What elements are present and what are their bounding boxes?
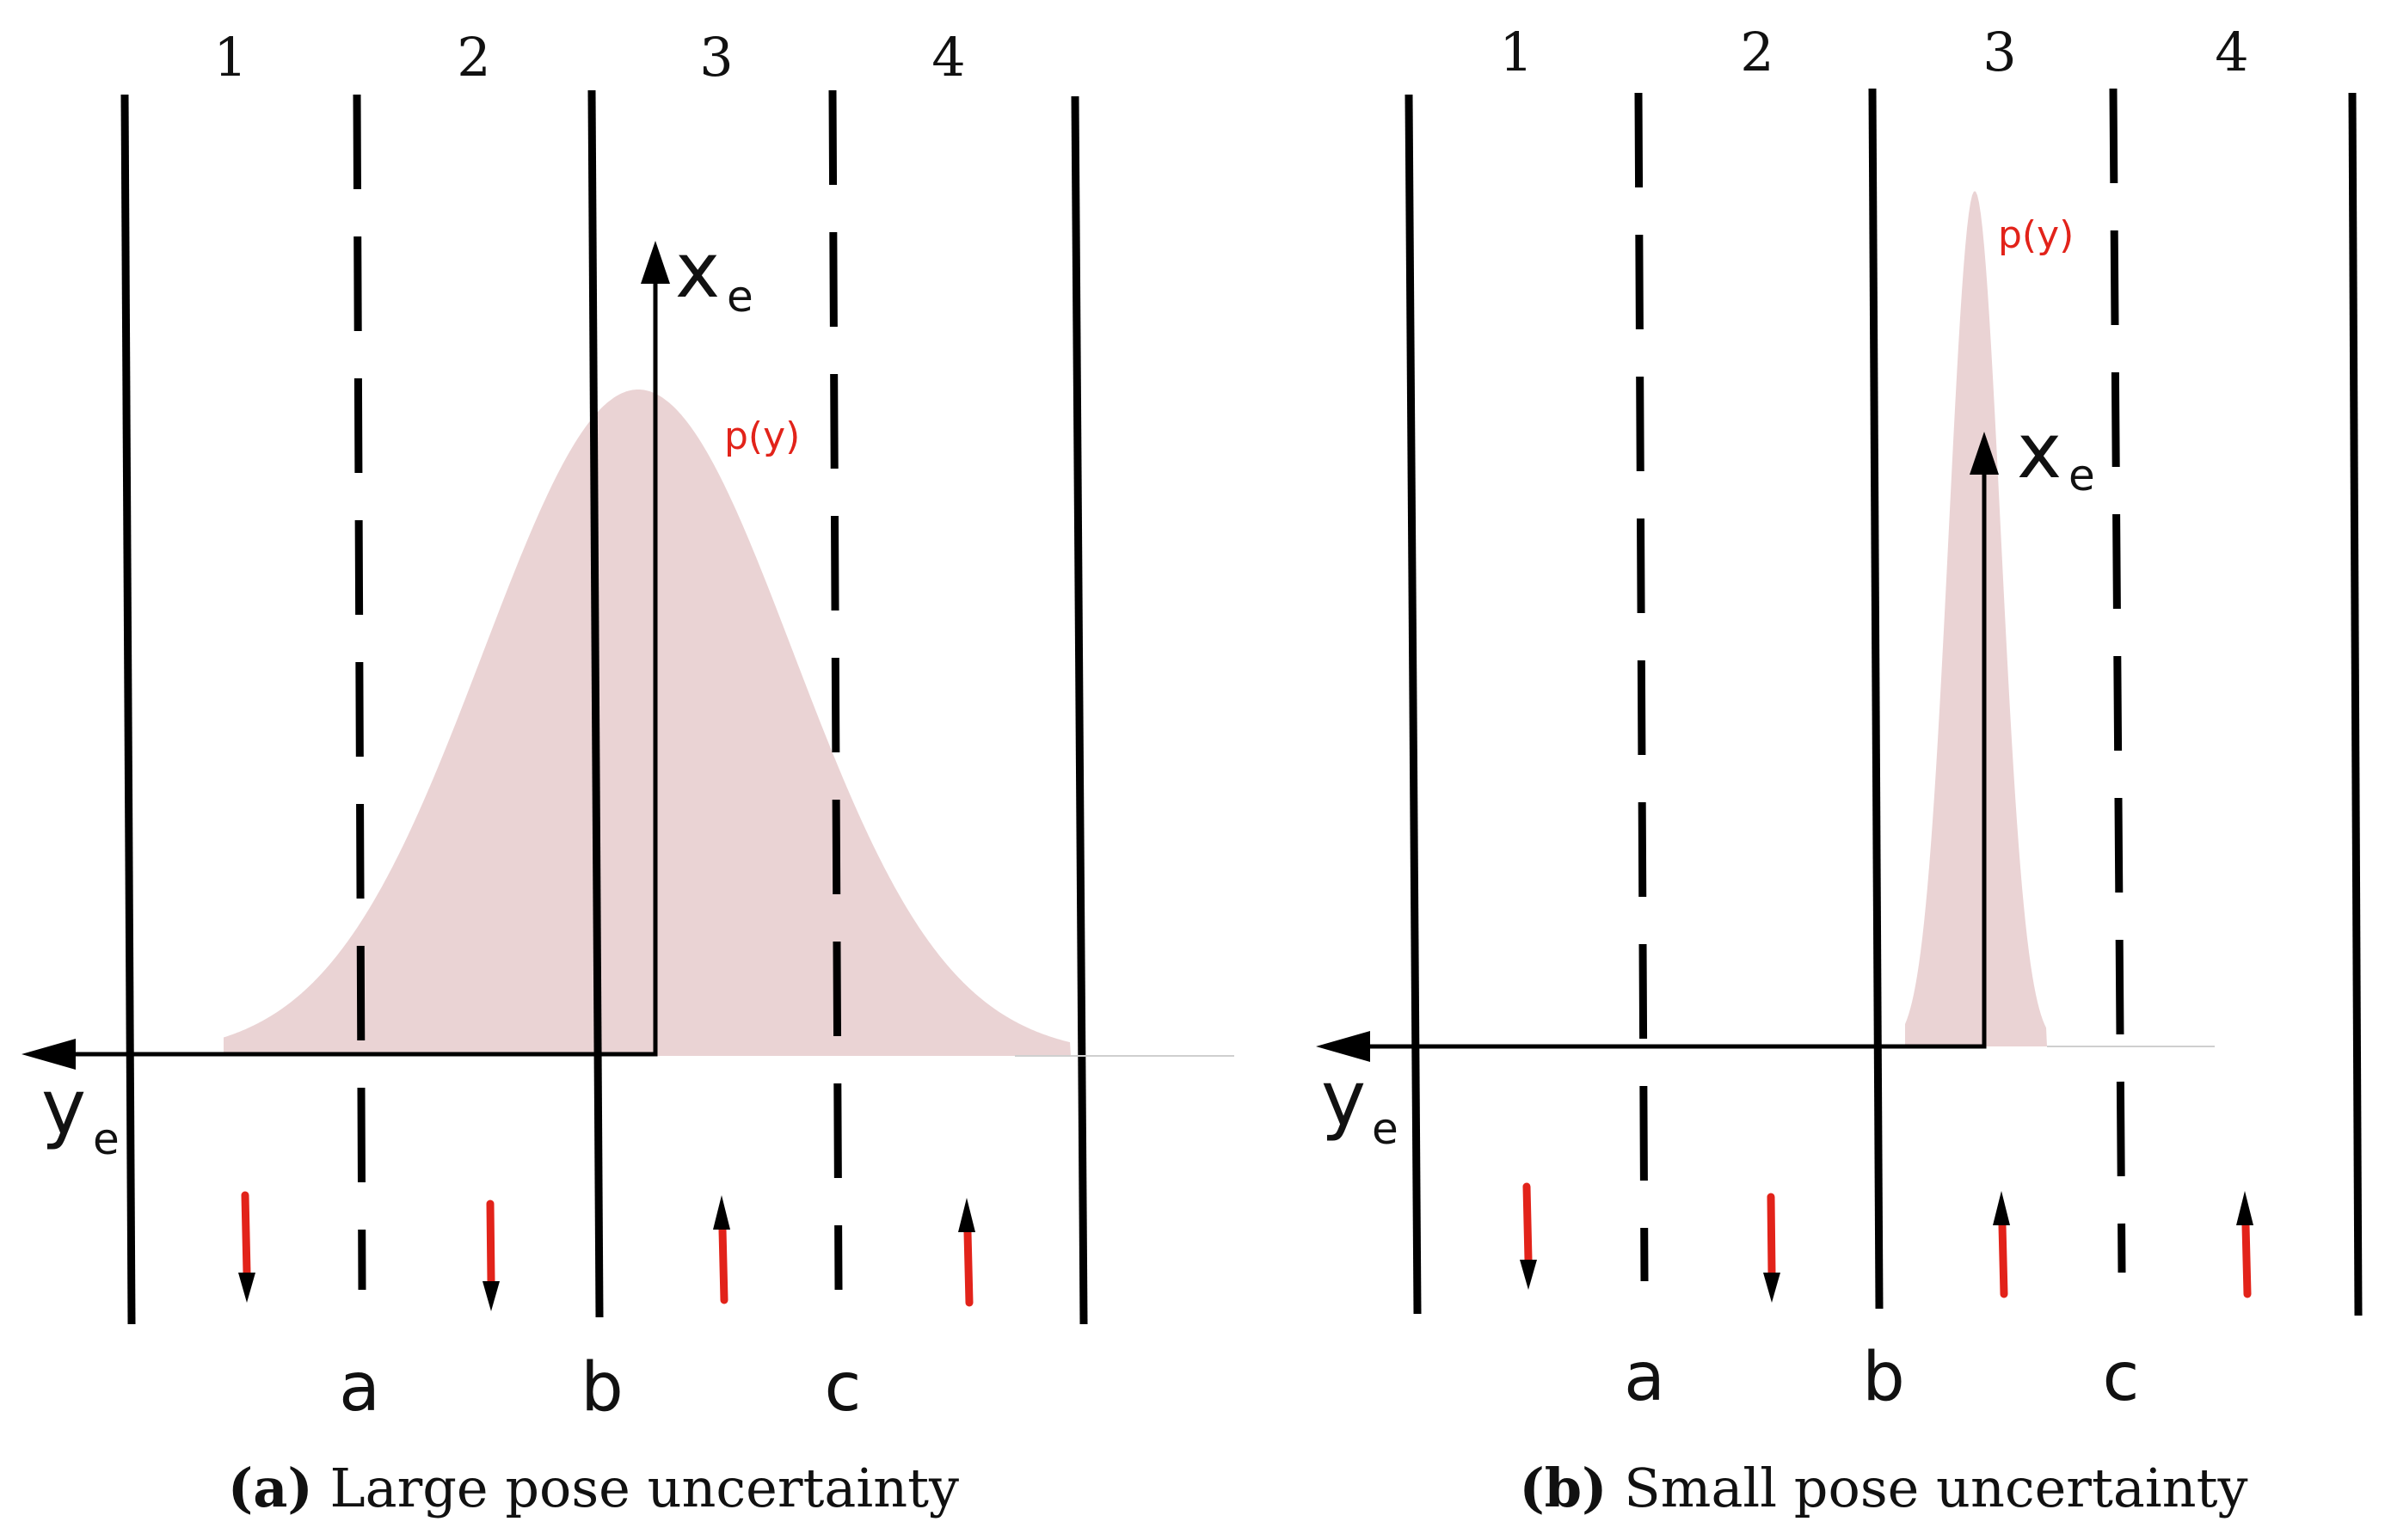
lane-boundary-solid-b: [1868, 88, 1884, 1310]
ego-axes: [39, 258, 658, 1057]
lane-number-4: 4: [2215, 21, 2248, 83]
lane-number-1: 1: [1499, 21, 1533, 83]
boundary-label-c: c: [2103, 1339, 2140, 1416]
lane-direction-arrow-2: [483, 1199, 500, 1311]
boundary-label-b: b: [1862, 1339, 1905, 1416]
probability-distribution-wide: [224, 390, 1071, 1056]
lane-direction-arrow-1: [1520, 1182, 1537, 1290]
lane-boundary-solid-left: [120, 94, 136, 1325]
caption-b: (b) Small pose uncertainty: [1519, 1457, 2247, 1519]
panel-a: 1 2 3 4 x e y e p(y) a b c: [22, 26, 1234, 1519]
distribution-label: p(y): [724, 414, 800, 458]
axis-x-label: x: [675, 226, 720, 315]
lane-direction-arrow-2: [1763, 1193, 1780, 1303]
caption-a: (a) Large pose uncertainty: [228, 1457, 959, 1519]
lane-number-1: 1: [213, 26, 247, 89]
axis-y-subscript: e: [1372, 1104, 1398, 1154]
lane-direction-arrow-4: [2236, 1191, 2253, 1298]
caption-a-letter: (a): [228, 1457, 313, 1519]
lane-number-3: 3: [699, 26, 733, 89]
axis-x-subscript: e: [727, 272, 753, 322]
ego-axes: [1333, 449, 1987, 1049]
lane-number-3: 3: [1982, 21, 2016, 83]
probability-distribution-narrow: [1905, 191, 2047, 1047]
axis-y-subscript: e: [93, 1114, 120, 1164]
lane-number-4: 4: [931, 26, 965, 89]
lane-boundary-solid-right: [1071, 95, 1088, 1325]
caption-a-text: Large pose uncertainty: [313, 1457, 959, 1519]
lane-boundary-solid-b: [587, 89, 604, 1318]
lane-direction-arrow-3: [1993, 1191, 2010, 1298]
boundary-label-a: a: [1624, 1339, 1665, 1416]
y-axis-arrowhead: [22, 1039, 76, 1070]
axis-y-label: y: [1321, 1054, 1366, 1143]
lane-boundary-dashed-a: [1634, 92, 1649, 1282]
lane-boundary-solid-left: [1405, 94, 1422, 1315]
axis-x-subscript: e: [2068, 451, 2095, 500]
y-axis-arrowhead: [1316, 1031, 1370, 1062]
x-axis-arrowhead: [1970, 432, 1999, 475]
lane-direction-arrow-4: [958, 1198, 975, 1307]
boundary-label-a: a: [339, 1349, 380, 1426]
distribution-label: p(y): [1998, 213, 2074, 257]
panel-b: 1 2 3 4 x e y e p(y) a b c: [1316, 21, 2363, 1519]
lane-boundary-dashed-c: [2109, 88, 2126, 1273]
lane-boundary-dashed-c: [828, 89, 843, 1291]
boundary-label-c: c: [825, 1349, 862, 1426]
caption-b-text: Small pose uncertainty: [1607, 1457, 2248, 1519]
x-axis-arrowhead: [641, 241, 670, 284]
axis-y-label: y: [41, 1063, 86, 1151]
lane-direction-arrow-1: [238, 1191, 255, 1303]
lane-direction-arrow-3: [713, 1195, 730, 1304]
lane-boundary-dashed-a: [353, 94, 366, 1291]
boundary-label-b: b: [581, 1349, 624, 1426]
lane-number-2: 2: [1740, 21, 1773, 83]
axis-x-label: x: [2017, 407, 2062, 495]
lane-boundary-solid-right: [2348, 92, 2363, 1316]
lane-number-2: 2: [457, 26, 490, 89]
caption-b-letter: (b): [1519, 1457, 1607, 1519]
